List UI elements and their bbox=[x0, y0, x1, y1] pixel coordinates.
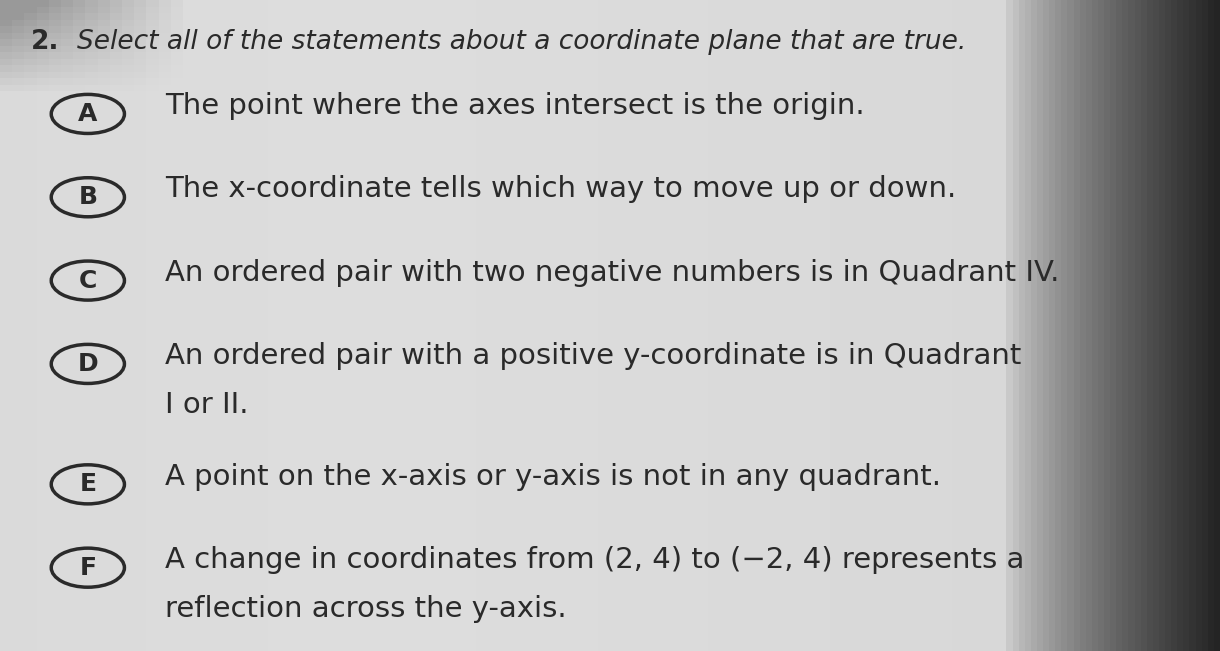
Text: E: E bbox=[79, 473, 96, 496]
Text: The x-coordinate tells which way to move up or down.: The x-coordinate tells which way to move… bbox=[165, 175, 956, 204]
Text: B: B bbox=[78, 186, 98, 209]
Text: A change in coordinates from (2, 4) to (−2, 4) represents a: A change in coordinates from (2, 4) to (… bbox=[165, 546, 1024, 574]
Text: 2.: 2. bbox=[30, 29, 59, 55]
Text: A point on the x-axis or y-axis is not in any quadrant.: A point on the x-axis or y-axis is not i… bbox=[165, 462, 941, 491]
Text: C: C bbox=[78, 269, 98, 292]
Text: D: D bbox=[78, 352, 98, 376]
Text: The point where the axes intersect is the origin.: The point where the axes intersect is th… bbox=[165, 92, 864, 120]
Text: reflection across the y-axis.: reflection across the y-axis. bbox=[165, 594, 566, 623]
Text: F: F bbox=[79, 556, 96, 579]
Text: I or II.: I or II. bbox=[165, 391, 248, 419]
Text: A: A bbox=[78, 102, 98, 126]
Text: An ordered pair with a positive y-coordinate is in Quadrant: An ordered pair with a positive y-coordi… bbox=[165, 342, 1021, 370]
Text: An ordered pair with two negative numbers is in Quadrant IV.: An ordered pair with two negative number… bbox=[165, 258, 1059, 287]
Text: Select all of the statements about a coordinate plane that are true.: Select all of the statements about a coo… bbox=[77, 29, 966, 55]
